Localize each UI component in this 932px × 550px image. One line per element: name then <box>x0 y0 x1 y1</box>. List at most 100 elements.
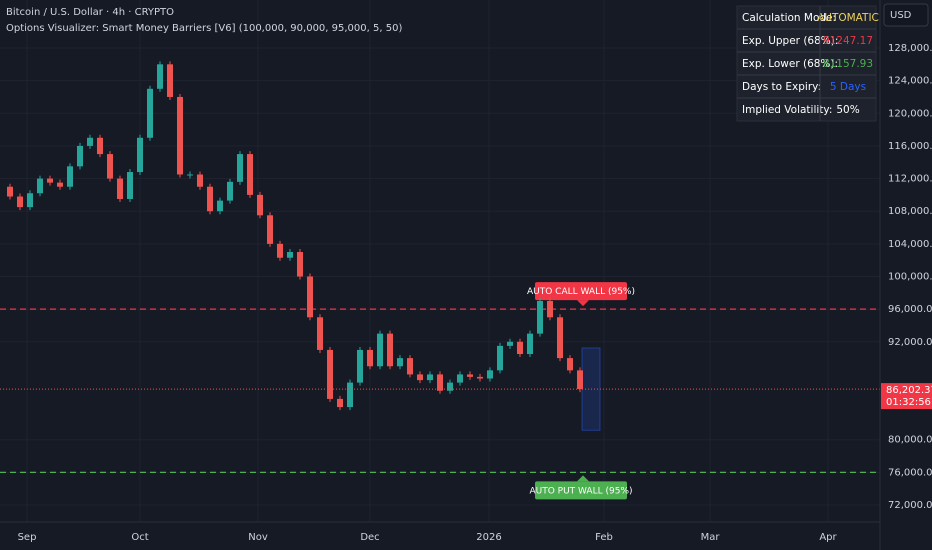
y-tick-label: 120,000.00 <box>888 108 932 119</box>
candle <box>67 166 73 187</box>
currency-button[interactable] <box>883 3 929 27</box>
candle <box>307 276 313 318</box>
candle <box>77 145 83 167</box>
candle <box>217 200 223 212</box>
table-value: 5 Days <box>830 81 866 93</box>
price-tag-label: 86,202.37 <box>886 385 932 396</box>
table-bg <box>736 5 877 122</box>
x-tick-label: Dec <box>360 532 379 543</box>
x-tick-label: Sep <box>18 532 37 543</box>
candle <box>477 376 483 379</box>
grid <box>0 0 880 522</box>
candle <box>377 333 383 367</box>
candle <box>487 370 493 379</box>
candle <box>207 186 213 212</box>
indicator-title: Options Visualizer: Smart Money Barriers… <box>6 23 402 34</box>
y-tick-label: 80,000.00 <box>888 435 932 446</box>
x-tick-label: Apr <box>819 532 837 543</box>
candle <box>407 358 413 375</box>
symbol-title: Bitcoin / U.S. Dollar · 4h · CRYPTO <box>6 7 174 18</box>
table-key: Days to Expiry: <box>742 81 821 93</box>
y-tick-label: 108,000.00 <box>888 206 932 217</box>
candle <box>417 374 423 381</box>
candle <box>567 358 573 371</box>
candle <box>157 64 163 89</box>
table-value: 50% <box>836 104 859 116</box>
candle <box>527 333 533 355</box>
candle <box>137 137 143 173</box>
candle <box>437 374 443 391</box>
x-tick-label: Mar <box>701 532 721 543</box>
candle <box>357 349 363 383</box>
candle <box>537 300 543 334</box>
candle <box>277 243 283 258</box>
candle <box>227 181 233 201</box>
put-wall-tag <box>535 481 627 500</box>
call-wall-tag <box>535 282 627 301</box>
candle <box>7 186 13 197</box>
candle <box>127 172 133 199</box>
candle <box>37 178 43 194</box>
candle <box>97 137 103 155</box>
y-tick-label: 112,000.00 <box>888 174 932 185</box>
call-wall-label: AUTO CALL WALL (95%) <box>527 287 635 297</box>
candle <box>467 374 473 377</box>
candle <box>17 196 23 208</box>
x-tick-label: Feb <box>595 532 613 543</box>
put-wall-pointer <box>577 475 589 482</box>
candle <box>317 317 323 350</box>
plot: AUTO CALL WALL (95%) AUTO PUT WALL (95%) <box>0 61 880 500</box>
candle <box>547 300 553 318</box>
candle <box>367 349 373 367</box>
x-tick-label: 2026 <box>476 532 501 543</box>
candle <box>197 174 203 187</box>
table-key: Exp. Upper (68%): <box>742 35 838 47</box>
y-tick-label: 72,000.00 <box>888 500 932 511</box>
candle <box>497 345 503 371</box>
price-tag <box>881 383 932 410</box>
candle <box>507 341 513 346</box>
candle <box>297 252 303 277</box>
table-key: Implied Volatility: <box>742 104 832 116</box>
y-tick-label: 100,000.00 <box>888 272 932 283</box>
candle <box>177 96 183 175</box>
x-tick-label: Nov <box>248 532 268 543</box>
candle <box>117 178 123 199</box>
countdown-label: 01:32:56 <box>886 397 931 408</box>
candle <box>187 174 193 176</box>
candle <box>107 154 113 179</box>
candle <box>147 88 153 138</box>
candle <box>167 64 173 97</box>
y-tick-label: 128,000.00 <box>888 43 932 54</box>
candle <box>457 374 463 383</box>
candle <box>577 370 583 390</box>
candle <box>397 358 403 367</box>
candle <box>247 154 253 195</box>
table-key: Exp. Lower (68%): <box>742 58 838 70</box>
candle <box>287 252 293 258</box>
table-value: AUTOMATIC <box>817 12 879 24</box>
y-tick-label: 124,000.00 <box>888 76 932 87</box>
candle <box>387 333 393 367</box>
table-value: 81157.93 <box>823 58 873 70</box>
candle <box>447 382 453 391</box>
put-wall-label: AUTO PUT WALL (95%) <box>529 486 632 496</box>
currency-label[interactable]: USD <box>890 10 912 21</box>
candle <box>517 341 523 355</box>
candle <box>47 178 53 183</box>
call-wall-pointer <box>577 300 589 307</box>
candle <box>27 193 33 208</box>
y-tick-label: 104,000.00 <box>888 239 932 250</box>
candle <box>87 137 93 146</box>
candle <box>557 317 563 359</box>
y-tick-label: 96,000.00 <box>888 304 932 315</box>
candle <box>267 215 273 244</box>
y-tick-label: 116,000.00 <box>888 141 932 152</box>
x-tick-label: Oct <box>131 532 148 543</box>
candle <box>257 194 263 216</box>
table-key: Calculation Mode: <box>742 12 836 24</box>
candle <box>347 382 353 408</box>
candle <box>427 374 433 381</box>
